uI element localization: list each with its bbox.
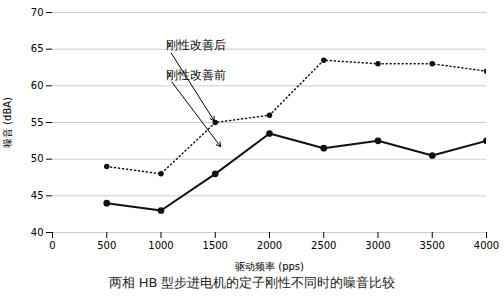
svg-text:驱动频率 (pps): 驱动频率 (pps): [235, 261, 304, 272]
svg-text:70: 70: [31, 7, 44, 18]
svg-text:3500: 3500: [420, 240, 445, 251]
svg-text:500: 500: [97, 240, 116, 251]
svg-text:50: 50: [31, 153, 44, 164]
svg-text:60: 60: [31, 80, 44, 91]
svg-text:40: 40: [31, 227, 44, 238]
svg-text:0: 0: [49, 240, 55, 251]
svg-text:4000: 4000: [474, 240, 499, 251]
svg-text:2500: 2500: [311, 240, 336, 251]
svg-text:刚性改善前: 刚性改善前: [166, 68, 226, 82]
svg-text:噪音 (dBA): 噪音 (dBA): [2, 97, 13, 148]
svg-text:3000: 3000: [365, 240, 390, 251]
svg-text:55: 55: [31, 117, 44, 128]
svg-text:65: 65: [31, 43, 44, 54]
svg-text:刚性改善后: 刚性改善后: [166, 38, 226, 52]
svg-text:45: 45: [31, 190, 44, 201]
svg-text:2000: 2000: [257, 240, 282, 251]
svg-text:1500: 1500: [203, 240, 228, 251]
html-text:两相 HB 型步进电机的定子刚性不同时的噪音比较: 两相 HB 型步进电机的定子刚性不同时的噪音比较: [108, 275, 396, 290]
svg-text:1000: 1000: [148, 240, 173, 251]
